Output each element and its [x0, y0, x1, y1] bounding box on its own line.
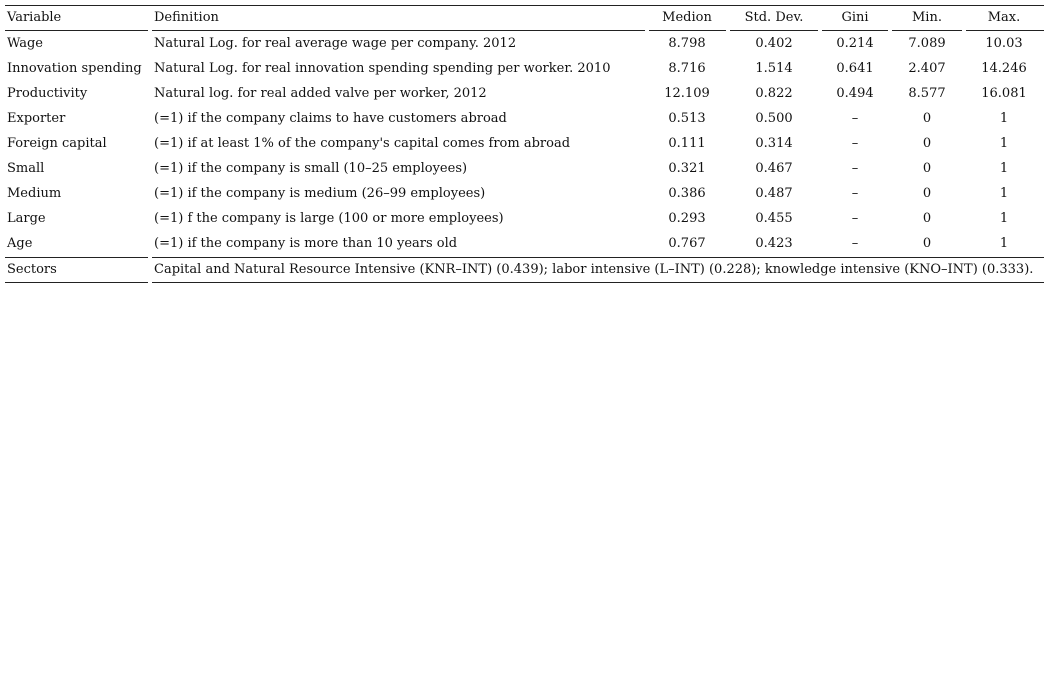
row-median: 0.293 — [668, 211, 706, 226]
row-min: 8.577 — [908, 86, 946, 101]
row-max: 1 — [999, 211, 1009, 226]
row-gini: – — [851, 111, 859, 126]
header-definition: Definition — [154, 10, 219, 25]
row-gini: – — [851, 211, 859, 226]
header-rule-median — [649, 30, 726, 31]
row-median: 8.798 — [668, 36, 706, 51]
header-rule-min — [892, 30, 962, 31]
row-definition: (=1) if the company is more than 10 year… — [154, 236, 458, 251]
header-rule-gini — [822, 30, 888, 31]
row-definition: Natural log. for real added valve per wo… — [154, 86, 487, 101]
row-std-dev: 0.487 — [755, 186, 793, 201]
sectors-label: Sectors — [7, 262, 57, 277]
row-gini: – — [851, 136, 859, 151]
row-variable: Medium — [7, 186, 62, 201]
row-min: 0 — [922, 236, 932, 251]
row-min: 2.407 — [908, 61, 946, 76]
row-definition: Natural Log. for real average wage per c… — [154, 36, 517, 51]
row-variable: Large — [7, 211, 46, 226]
row-median: 0.111 — [668, 136, 706, 151]
row-gini: 0.641 — [836, 61, 874, 76]
header-max: Max. — [987, 10, 1021, 25]
row-max: 16.081 — [981, 86, 1027, 101]
row-min: 0 — [922, 186, 932, 201]
row-gini: – — [851, 161, 859, 176]
row-variable: Foreign capital — [7, 136, 107, 151]
header-median: Medion — [662, 10, 712, 25]
header-rule-std — [730, 30, 818, 31]
row-std-dev: 0.822 — [755, 86, 793, 101]
row-definition: (=1) if the company is medium (26–99 emp… — [154, 186, 486, 201]
sectors-top-rule-definition — [152, 257, 1044, 258]
row-median: 0.386 — [668, 186, 706, 201]
row-median: 8.716 — [668, 61, 706, 76]
table-top-rule — [5, 5, 1044, 6]
row-variable: Innovation spending — [7, 61, 142, 76]
row-std-dev: 1.514 — [755, 61, 793, 76]
header-min: Min. — [912, 10, 942, 25]
table-bottom-rule-variable — [5, 282, 148, 283]
row-min: 0 — [922, 161, 932, 176]
row-max: 1 — [999, 236, 1009, 251]
row-median: 0.321 — [668, 161, 706, 176]
row-definition: (=1) if the company claims to have custo… — [154, 111, 507, 126]
table-bottom-rule-definition — [152, 282, 1044, 283]
row-gini: 0.214 — [836, 36, 874, 51]
row-std-dev: 0.402 — [755, 36, 793, 51]
row-max: 1 — [999, 186, 1009, 201]
header-rule-max — [966, 30, 1044, 31]
row-variable: Productivity — [7, 86, 88, 101]
sectors-definition: Capital and Natural Resource Intensive (… — [154, 262, 1034, 277]
row-variable: Exporter — [7, 111, 66, 126]
row-min: 7.089 — [908, 36, 946, 51]
row-min: 0 — [922, 111, 932, 126]
row-definition: (=1) if the company is small (10–25 empl… — [154, 161, 468, 176]
row-max: 10.03 — [985, 36, 1023, 51]
row-std-dev: 0.500 — [755, 111, 793, 126]
header-rule-definition — [152, 30, 645, 31]
row-median: 12.109 — [664, 86, 710, 101]
row-std-dev: 0.314 — [755, 136, 793, 151]
row-variable: Wage — [7, 36, 43, 51]
header-gini: Gini — [841, 10, 869, 25]
row-definition: (=1) f the company is large (100 or more… — [154, 211, 504, 226]
row-std-dev: 0.423 — [755, 236, 793, 251]
row-max: 1 — [999, 136, 1009, 151]
row-definition: Natural Log. for real innovation spendin… — [154, 61, 611, 76]
row-variable: Small — [7, 161, 45, 176]
row-gini: – — [851, 236, 859, 251]
row-gini: – — [851, 186, 859, 201]
row-max: 14.246 — [981, 61, 1027, 76]
header-variable: Variable — [7, 10, 62, 25]
row-std-dev: 0.455 — [755, 211, 793, 226]
row-variable: Age — [7, 236, 33, 251]
row-median: 0.513 — [668, 111, 706, 126]
row-max: 1 — [999, 111, 1009, 126]
row-std-dev: 0.467 — [755, 161, 793, 176]
row-median: 0.767 — [668, 236, 706, 251]
row-definition: (=1) if at least 1% of the company's cap… — [154, 136, 571, 151]
header-std-dev: Std. Dev. — [744, 10, 804, 25]
row-gini: 0.494 — [836, 86, 874, 101]
row-max: 1 — [999, 161, 1009, 176]
header-rule-variable — [5, 30, 148, 31]
sectors-top-rule-variable — [5, 257, 148, 258]
row-min: 0 — [922, 211, 932, 226]
row-min: 0 — [922, 136, 932, 151]
